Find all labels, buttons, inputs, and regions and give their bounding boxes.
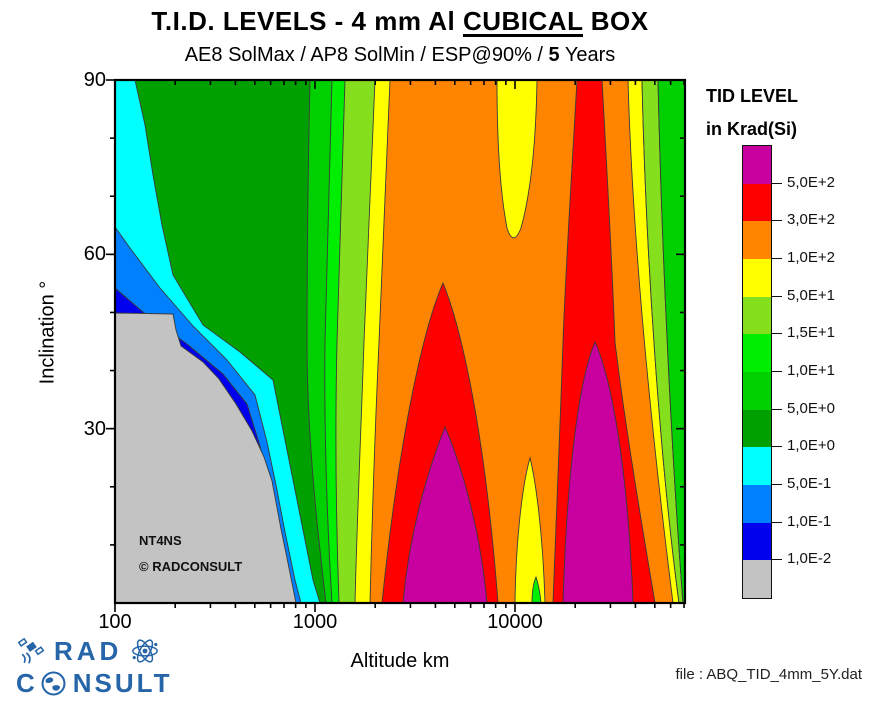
chart-subtitle-prefix: AE8 SolMax / AP8 SolMin / ESP@90% /	[184, 44, 549, 66]
watermark-copyright: © RADCONSULT	[139, 559, 243, 574]
radconsult-logo: RAD C	[16, 636, 236, 698]
plot-frame	[113, 78, 687, 605]
legend-tick	[772, 371, 782, 372]
legend-threshold-label: 1,0E+0	[787, 437, 835, 455]
source-file-label: file : ABQ_TID_4mm_5Y.dat	[675, 666, 862, 683]
logo-word-consult-c: C	[16, 668, 38, 698]
x-tick-label: 100	[98, 611, 132, 633]
legend-tick	[772, 295, 782, 297]
legend-color-band	[743, 447, 771, 485]
legend-threshold-label: 3,0E+2	[787, 211, 835, 229]
legend-title-line2: in Krad(Si)	[706, 119, 798, 139]
region-green-right-edge	[657, 79, 686, 604]
legend-tick	[772, 333, 782, 335]
legend-tick	[772, 484, 782, 485]
chart-subtitle-suffix: Years	[559, 44, 616, 66]
legend-title: TID LEVEL in Krad(Si)	[706, 80, 882, 146]
legend-color-band	[743, 183, 771, 222]
legend-color-band	[743, 409, 771, 448]
legend-color-band	[743, 259, 771, 297]
legend-color-band	[743, 334, 771, 372]
legend-threshold-label: 5,0E+2	[787, 173, 835, 191]
satellite-icon	[16, 637, 46, 665]
legend-color-band	[743, 560, 771, 598]
y-axis-title: Inclination °	[18, 251, 78, 411]
x-axis-title: Altitude km	[350, 650, 450, 672]
legend-threshold-label: 5,0E+0	[787, 399, 835, 417]
legend-threshold-label: 5,0E+1	[787, 286, 835, 304]
legend-tick	[772, 559, 782, 561]
legend-threshold-label: 1,0E+2	[787, 249, 835, 266]
legend-threshold-label: 5,0E-1	[787, 475, 832, 492]
chart-subtitle-years: 5	[548, 44, 560, 66]
plot-watermark: NT4NS © RADCONSULT	[139, 528, 242, 580]
legend-tick	[772, 220, 782, 222]
legend-threshold-label: 1,0E+1	[787, 362, 835, 379]
watermark-code: NT4NS	[139, 533, 182, 548]
x-tick-label: 1000	[292, 611, 338, 633]
y-tick-label: 90	[83, 69, 106, 91]
chart-title-prefix: T.I.D. LEVELS - 4 mm Al	[151, 6, 463, 36]
chart-title-suffix: BOX	[583, 6, 649, 36]
chart-subtitle: AE8 SolMax / AP8 SolMin / ESP@90% / 5 Ye…	[0, 44, 800, 67]
legend-threshold-label: 1,0E-2	[787, 550, 832, 568]
legend-tick	[772, 182, 782, 184]
legend-color-band	[743, 146, 771, 184]
legend-color-band	[743, 522, 771, 561]
chart-title: T.I.D. LEVELS - 4 mm Al CUBICAL BOX	[0, 6, 800, 37]
logo-row-1: RAD	[16, 636, 236, 666]
region-gray-low-dose	[114, 312, 297, 604]
logo-row-2: C NSULT	[16, 668, 236, 698]
logo-word-consult-rest: NSULT	[72, 668, 173, 698]
globe-icon	[40, 670, 67, 697]
legend-threshold-label: 1,5E+1	[787, 324, 835, 342]
legend-tick	[772, 258, 782, 259]
y-tick-label: 60	[83, 243, 106, 266]
y-tick-label: 30	[83, 417, 106, 440]
legend-threshold-label: 1,0E-1	[787, 512, 832, 530]
x-tick-label: 10000	[487, 611, 543, 633]
y-axis-title-text: Inclination °	[36, 280, 59, 385]
legend-color-band	[743, 372, 771, 410]
atom-icon	[130, 636, 160, 666]
legend-color-band	[743, 296, 771, 335]
legend-tick	[772, 408, 782, 410]
logo-word-rad: RAD	[54, 636, 123, 666]
legend-tick	[772, 446, 782, 448]
contour-plot-svg	[106, 78, 687, 612]
legend-title-line1: TID LEVEL	[706, 86, 799, 106]
region-yellow-finger-top	[496, 79, 538, 239]
chart-title-underlined: CUBICAL	[462, 6, 583, 36]
legend-tick	[772, 521, 782, 523]
legend-color-band	[743, 485, 771, 523]
legend-color-band	[743, 221, 771, 259]
contour-plot: NT4NS © RADCONSULT	[106, 78, 687, 612]
legend-colorbar	[742, 145, 772, 599]
